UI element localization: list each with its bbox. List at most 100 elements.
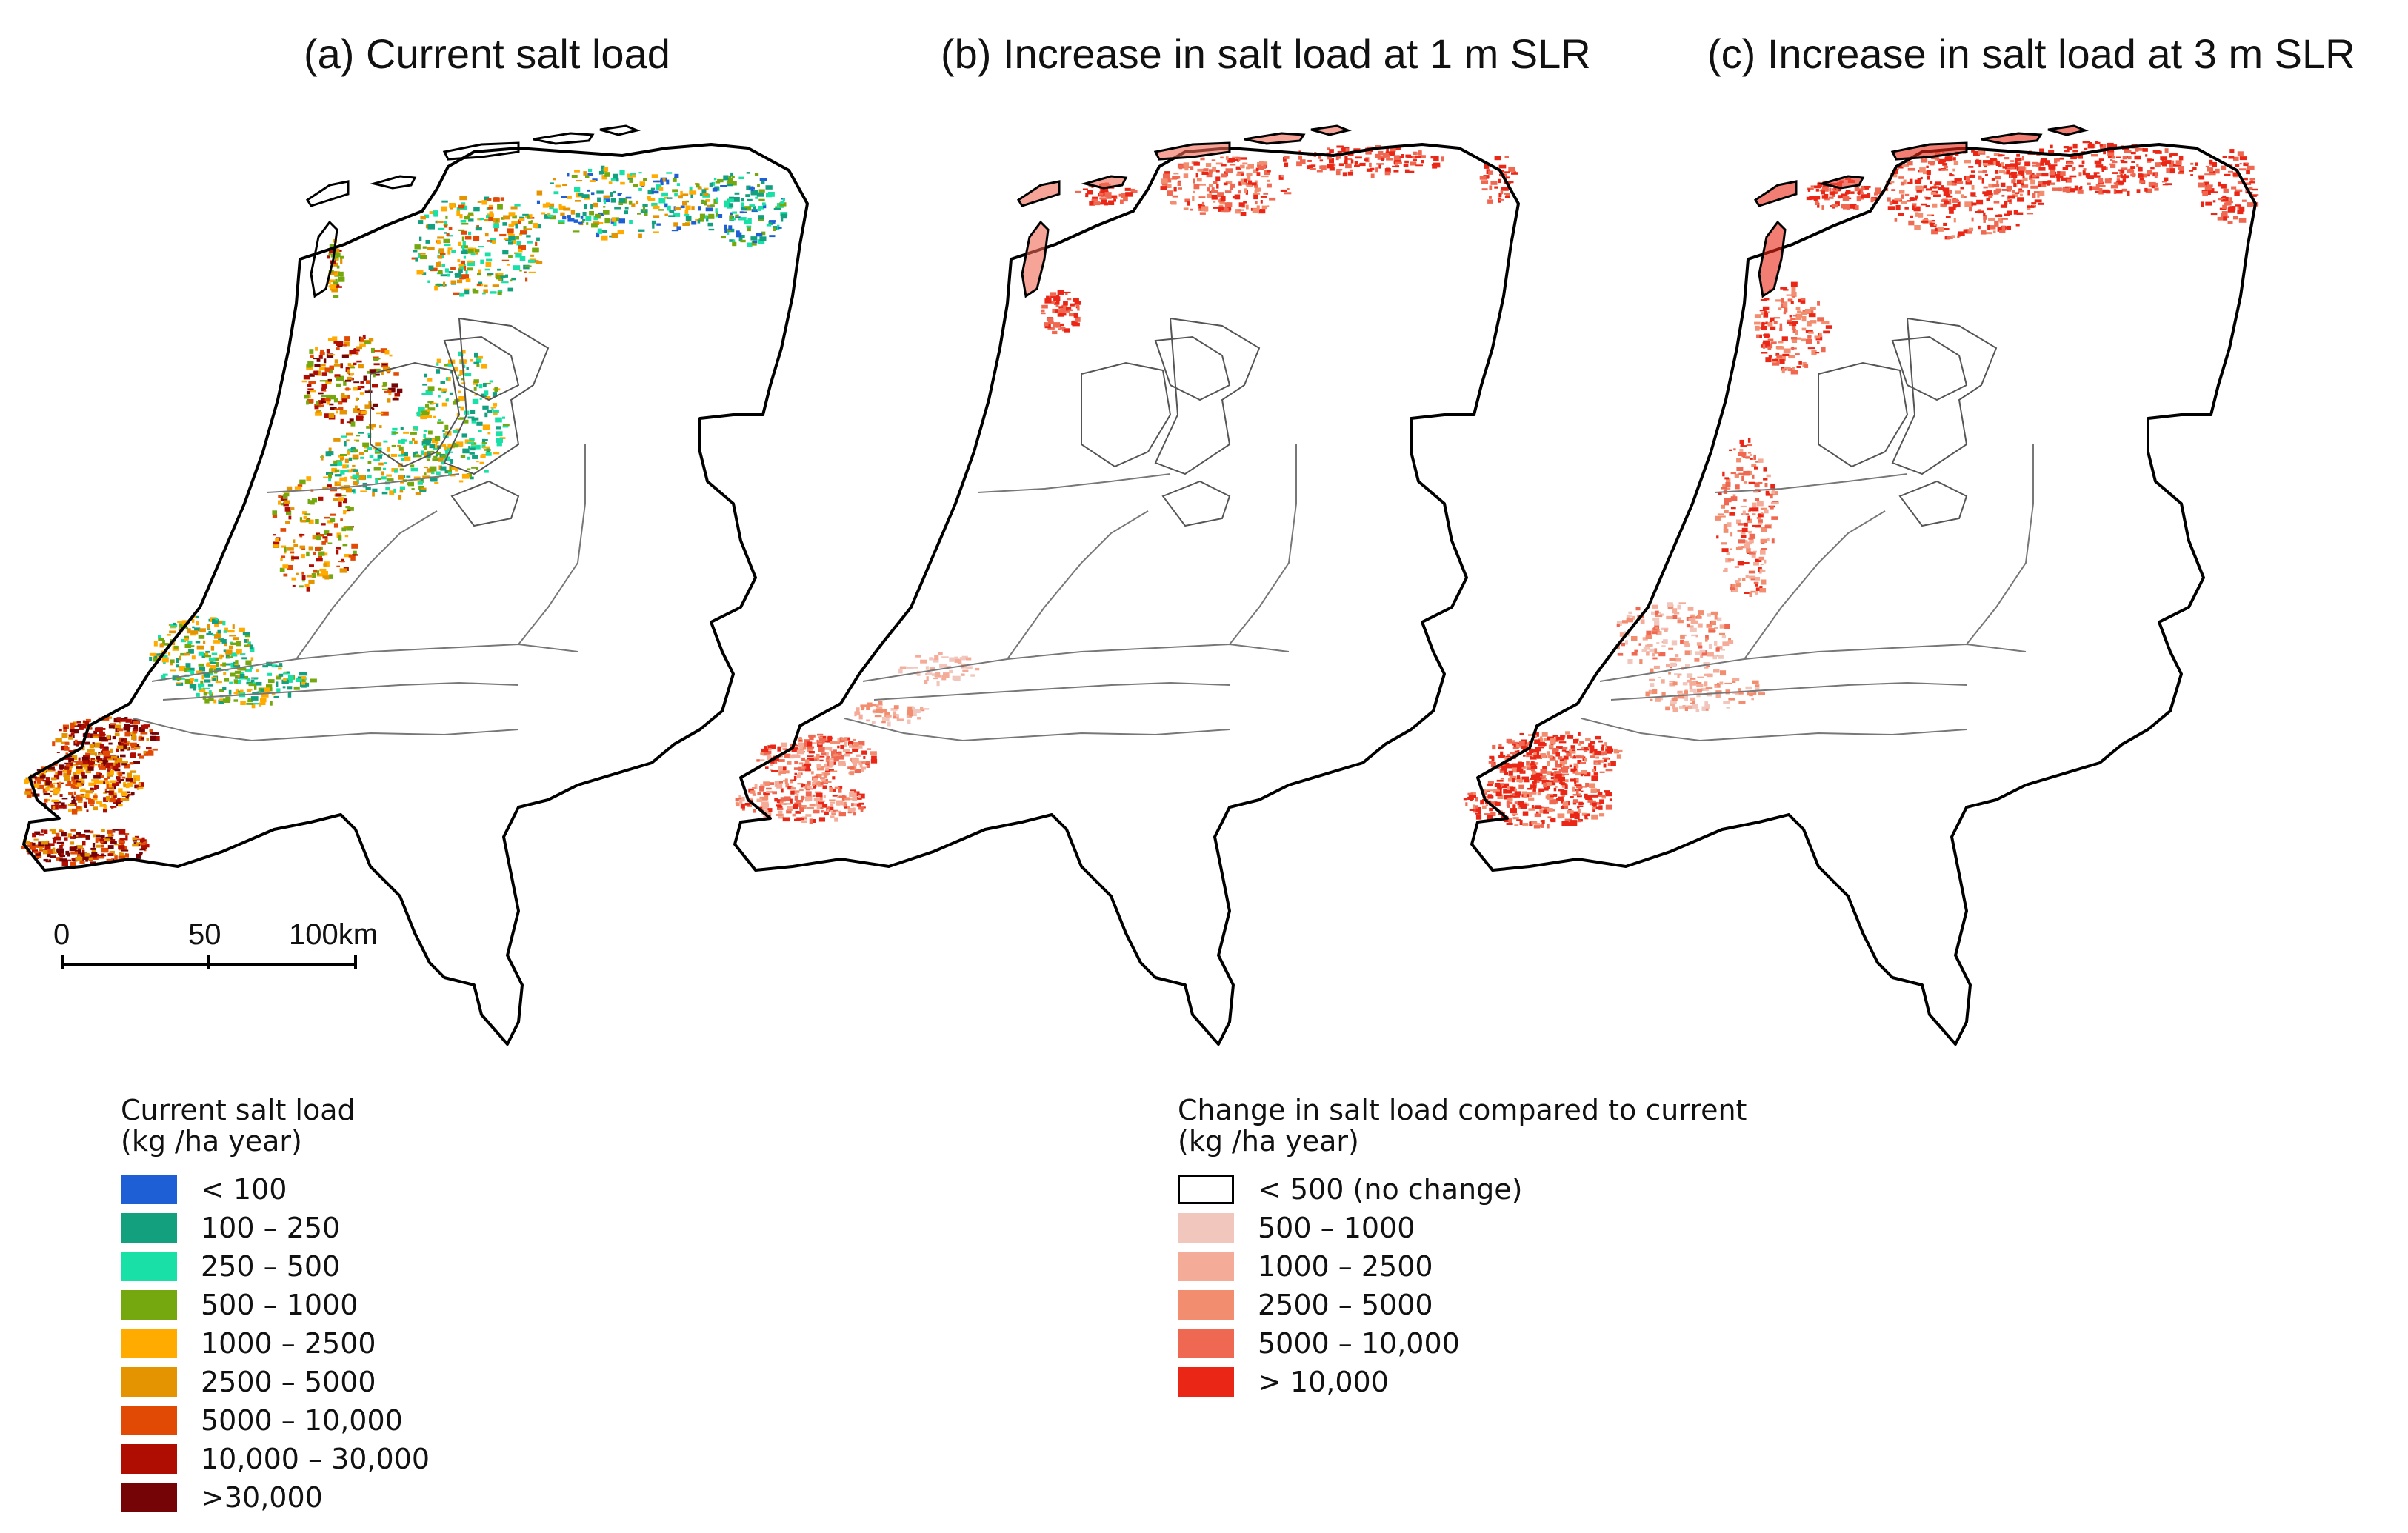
salt-load-cell [83,765,88,770]
salt-load-cell [441,388,447,393]
salt-load-cell [116,758,123,763]
salt-load-cell [672,178,677,182]
salt-load-cell [1572,756,1577,759]
salt-load-cell [436,452,441,455]
salt-load-cell [1668,647,1674,650]
salt-load-cell [334,408,338,410]
salt-load-cell [2118,180,2121,184]
salt-load-cell [112,781,120,786]
salt-load-cell [1752,502,1757,507]
salt-load-cell [2039,148,2044,154]
salt-load-cell [229,635,236,637]
salt-load-cell [2142,148,2148,152]
salt-load-cell [454,273,462,278]
salt-load-cell [1233,158,1235,163]
salt-load-cell [181,620,189,625]
salt-load-cell [1654,621,1660,626]
salt-load-cell [338,250,342,252]
salt-load-cell [1904,207,1909,210]
salt-load-cell [1952,157,1956,161]
salt-load-cell [1548,744,1554,749]
salt-load-cell [758,215,764,220]
salt-load-cell [175,677,182,681]
salt-load-cell [1065,293,1068,295]
salt-load-cell [1564,750,1571,753]
salt-load-cell [1254,184,1258,188]
salt-load-cell [1907,167,1915,171]
salt-load-cell [2192,167,2197,170]
salt-load-cell [2215,168,2220,174]
salt-load-cell [367,432,370,435]
salt-load-cell [1734,473,1739,478]
salt-load-cell [835,741,841,744]
salt-load-cell [80,783,84,785]
salt-load-cell [323,390,327,392]
salt-load-cell [99,766,106,770]
salt-load-cell [261,692,269,698]
salt-load-cell [1073,298,1079,302]
salt-load-cell [1234,158,1238,161]
salt-load-cell [108,790,114,796]
salt-load-cell [356,360,362,363]
salt-load-cell [1780,287,1788,290]
salt-load-cell [424,445,427,450]
salt-load-cell [780,201,784,204]
salt-load-cell [2001,189,2009,191]
salt-load-cell [1269,197,1276,201]
salt-load-cell [2032,161,2038,164]
salt-load-cell [137,842,141,847]
salt-load-cell [1790,301,1794,304]
salt-load-cell [246,702,254,705]
salt-load-cell [2235,189,2243,193]
salt-load-cell [916,671,921,676]
salt-load-cell [546,202,550,207]
salt-load-cell [2201,201,2204,207]
salt-load-cell [611,217,616,222]
salt-load-cell [1761,579,1767,585]
salt-load-cell [336,461,343,466]
salt-load-cell [1284,162,1289,167]
salt-load-cell [1999,230,2006,233]
salt-load-cell [899,666,907,669]
salt-load-cell [953,675,961,681]
salt-load-cell [2062,167,2069,170]
salt-load-cell [190,645,195,647]
salt-load-cell [1536,757,1542,759]
salt-load-cell [816,766,824,771]
salt-load-cell [1915,212,1919,217]
salt-load-cell [807,796,813,801]
salt-load-cell [1825,325,1832,329]
salt-load-cell [837,786,843,789]
salt-load-cell [1507,754,1510,758]
salt-load-cell [787,786,792,790]
salt-load-cell [1923,185,1927,189]
salt-load-cell [1652,657,1658,660]
salt-load-cell [1995,170,1999,174]
salt-load-cell [817,741,825,744]
salt-load-cell [334,474,342,477]
salt-load-cell [64,727,67,732]
salt-load-cell [44,843,50,846]
salt-load-cell [2000,182,2006,187]
salt-load-cell [173,622,176,626]
salt-load-cell [835,752,842,755]
salt-load-cell [70,841,75,845]
salt-load-cell [1993,201,2000,204]
salt-load-cell [1761,548,1767,550]
salt-load-cell [1942,228,1950,230]
salt-load-cell [1377,155,1385,160]
salt-load-cell [1570,813,1575,818]
salt-load-cell [1929,220,1933,225]
salt-load-cell [2154,182,2158,188]
salt-load-cell [589,180,596,182]
salt-load-cell [1575,770,1579,773]
salt-load-cell [2050,144,2053,149]
salt-load-cell [336,265,340,269]
salt-load-cell [92,734,100,738]
salt-load-cell [1607,762,1610,766]
salt-load-cell [464,236,472,240]
salt-load-cell [212,678,216,681]
salt-load-cell [465,270,468,275]
salt-load-cell [1069,313,1076,317]
salt-load-cell [1654,648,1658,654]
